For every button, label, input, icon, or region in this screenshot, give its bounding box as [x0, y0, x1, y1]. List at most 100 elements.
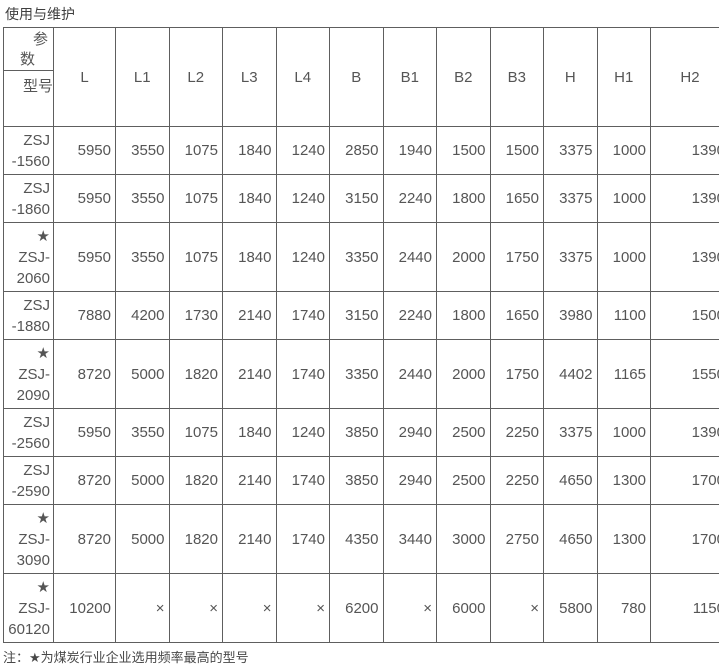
- cell-value: 3850: [330, 409, 384, 457]
- cell-value: 3350: [330, 340, 384, 409]
- cell-value: 3375: [544, 127, 598, 175]
- cell-value: ×: [169, 574, 223, 643]
- cell-value: 1820: [169, 340, 223, 409]
- cell-value: 1300: [597, 457, 651, 505]
- row-model: ZSJ -2590: [4, 457, 54, 505]
- cell-value: 2250: [490, 409, 544, 457]
- cell-value: 3550: [116, 127, 170, 175]
- cell-value: 5000: [116, 457, 170, 505]
- cell-value: 2250: [490, 457, 544, 505]
- cell-value: 1840: [223, 409, 277, 457]
- cell-value: 1500: [651, 292, 719, 340]
- cell-value: 3550: [116, 223, 170, 292]
- cell-value: 5000: [116, 340, 170, 409]
- row-model: ★ ZSJ- 3090: [4, 505, 54, 574]
- cell-value: 1000: [597, 223, 651, 292]
- cell-value: 1240: [276, 127, 330, 175]
- cell-value: 1075: [169, 175, 223, 223]
- cell-value: 6000: [437, 574, 491, 643]
- cell-value: 3440: [383, 505, 437, 574]
- cell-value: 2500: [437, 409, 491, 457]
- cell-value: 5800: [544, 574, 598, 643]
- cell-value: 780: [597, 574, 651, 643]
- row-model: ZSJ -1560: [4, 127, 54, 175]
- page-title: 使用与维护: [5, 6, 719, 22]
- table-row: ZSJ -1560 5950 3550 1075 1840 1240 2850 …: [4, 127, 719, 175]
- column-header-B1: B1: [383, 28, 437, 127]
- cell-value: 1240: [276, 175, 330, 223]
- cell-value: 1840: [223, 223, 277, 292]
- cell-value: 1240: [276, 223, 330, 292]
- table-row: ZSJ -2560 5950 3550 1075 1840 1240 3850 …: [4, 409, 719, 457]
- column-header-L2: L2: [169, 28, 223, 127]
- cell-value: 1700: [651, 505, 719, 574]
- column-header-B3: B3: [490, 28, 544, 127]
- row-model: ★ ZSJ- 2060: [4, 223, 54, 292]
- cell-value: 2140: [223, 292, 277, 340]
- footnote: 注：★为煤炭行业企业选用频率最高的型号: [3, 650, 719, 665]
- cell-value: 1100: [597, 292, 651, 340]
- cell-value: 1730: [169, 292, 223, 340]
- cell-value: 2500: [437, 457, 491, 505]
- cell-value: 1750: [490, 340, 544, 409]
- cell-value: 1800: [437, 175, 491, 223]
- cell-value: 2750: [490, 505, 544, 574]
- cell-value: 1390: [651, 223, 719, 292]
- cell-value: 5000: [116, 505, 170, 574]
- cell-value: 4350: [330, 505, 384, 574]
- table-row: ZSJ -2590 8720 5000 1820 2140 1740 3850 …: [4, 457, 719, 505]
- cell-value: 1800: [437, 292, 491, 340]
- cell-value: 1000: [597, 409, 651, 457]
- cell-value: 3150: [330, 292, 384, 340]
- cell-value: 3550: [116, 175, 170, 223]
- cell-value: 2140: [223, 457, 277, 505]
- cell-value: 2000: [437, 340, 491, 409]
- cell-value: ×: [223, 574, 277, 643]
- table-row: ZSJ -1880 7880 4200 1730 2140 1740 3150 …: [4, 292, 719, 340]
- cell-value: 1820: [169, 505, 223, 574]
- cell-value: 2940: [383, 409, 437, 457]
- cell-value: 2140: [223, 505, 277, 574]
- cell-value: 1500: [437, 127, 491, 175]
- cell-value: 1000: [597, 175, 651, 223]
- cell-value: 1390: [651, 409, 719, 457]
- cell-value: 1740: [276, 457, 330, 505]
- cell-value: ×: [490, 574, 544, 643]
- cell-value: 1150: [651, 574, 719, 643]
- cell-value: 1500: [490, 127, 544, 175]
- corner-header: 参数 型号: [4, 28, 54, 127]
- row-model: ZSJ -1880: [4, 292, 54, 340]
- cell-value: 1840: [223, 127, 277, 175]
- row-model: ★ ZSJ- 2090: [4, 340, 54, 409]
- cell-value: 1390: [651, 127, 719, 175]
- column-header-L1: L1: [116, 28, 170, 127]
- cell-value: 2940: [383, 457, 437, 505]
- row-model: ZSJ -2560: [4, 409, 54, 457]
- cell-value: 5950: [54, 409, 116, 457]
- cell-value: 8720: [54, 457, 116, 505]
- cell-value: 1820: [169, 457, 223, 505]
- cell-value: 1940: [383, 127, 437, 175]
- cell-value: 5950: [54, 223, 116, 292]
- cell-value: 1075: [169, 223, 223, 292]
- corner-param-label: 参数: [4, 28, 53, 71]
- cell-value: 4650: [544, 505, 598, 574]
- cell-value: 10200: [54, 574, 116, 643]
- cell-value: 3375: [544, 175, 598, 223]
- cell-value: 1165: [597, 340, 651, 409]
- cell-value: 3550: [116, 409, 170, 457]
- corner-model-label: 型号: [4, 71, 53, 126]
- cell-value: 1700: [651, 457, 719, 505]
- table-row: ★ ZSJ- 2090 8720 5000 1820 2140 1740 335…: [4, 340, 719, 409]
- cell-value: ×: [383, 574, 437, 643]
- cell-value: 3150: [330, 175, 384, 223]
- cell-value: 1390: [651, 175, 719, 223]
- cell-value: 1740: [276, 505, 330, 574]
- column-header-B: B: [330, 28, 384, 127]
- cell-value: 4200: [116, 292, 170, 340]
- cell-value: 4650: [544, 457, 598, 505]
- cell-value: 1300: [597, 505, 651, 574]
- column-header-B2: B2: [437, 28, 491, 127]
- cell-value: 1000: [597, 127, 651, 175]
